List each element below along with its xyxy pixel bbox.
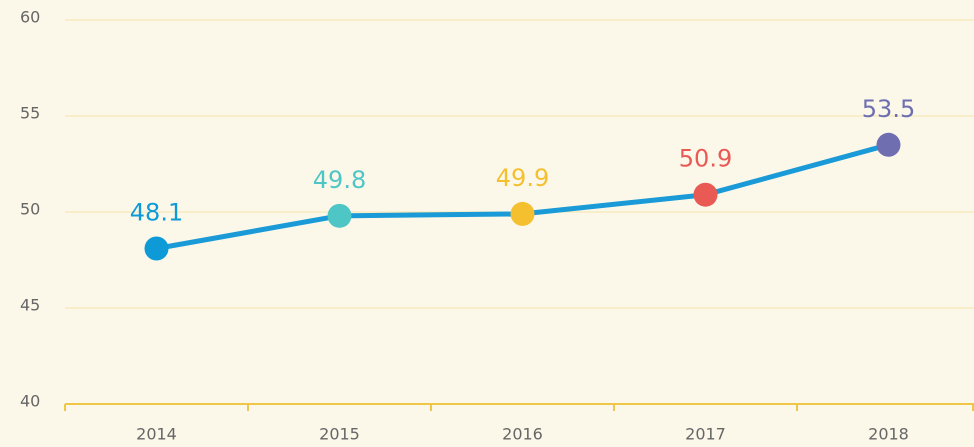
data-label: 48.1 [130, 198, 183, 226]
data-label: 50.9 [679, 145, 732, 173]
data-label: 49.9 [496, 164, 549, 192]
data-label: 53.5 [862, 95, 915, 123]
data-point [144, 236, 169, 261]
data-point [510, 201, 535, 226]
x-tick-label: 2015 [319, 425, 360, 444]
x-tick-label: 2014 [136, 425, 177, 444]
x-tick-label: 2018 [868, 425, 909, 444]
data-point [693, 182, 718, 207]
data-point [327, 203, 352, 228]
y-tick-label: 45 [20, 296, 40, 315]
data-point [876, 132, 901, 157]
data-label: 49.8 [313, 166, 366, 194]
x-tick-label: 2016 [502, 425, 543, 444]
x-tick-label: 2017 [685, 425, 726, 444]
y-tick-label: 50 [20, 200, 40, 219]
y-tick-label: 40 [20, 392, 40, 411]
y-tick-label: 60 [20, 8, 40, 27]
y-tick-label: 55 [20, 104, 40, 123]
